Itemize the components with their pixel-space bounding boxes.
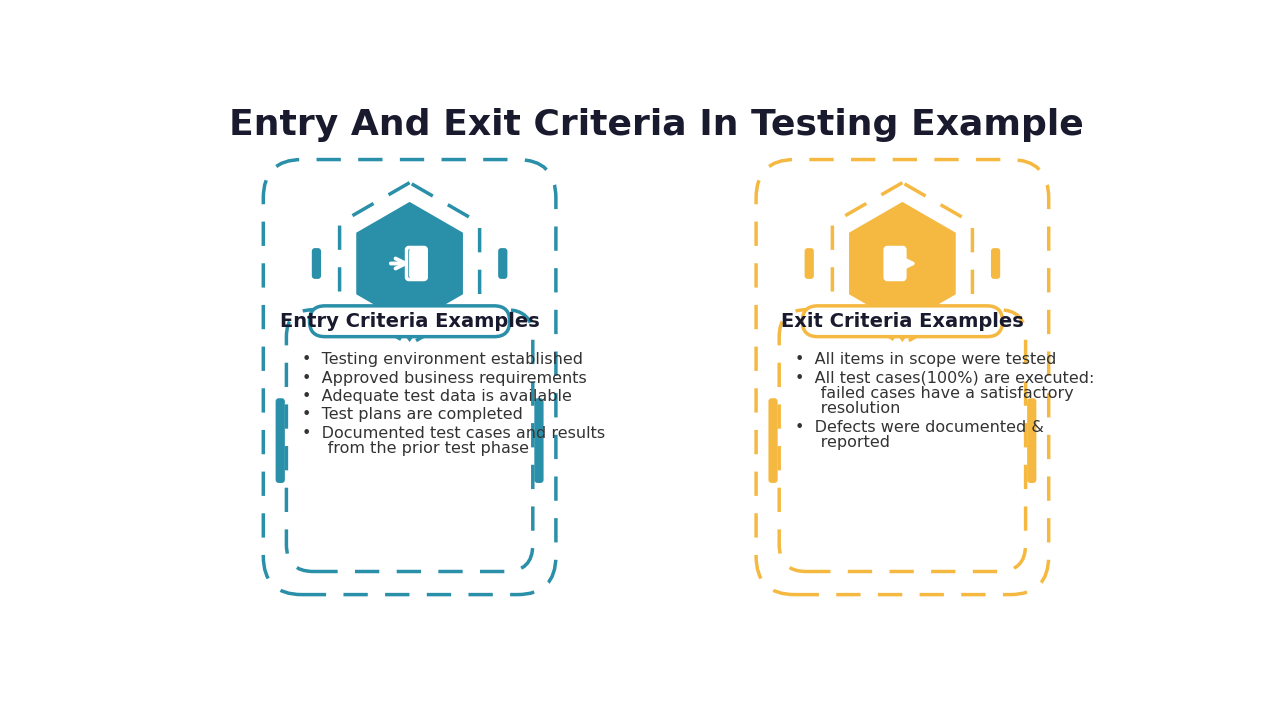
- Text: •  Test plans are completed: • Test plans are completed: [302, 408, 522, 423]
- FancyBboxPatch shape: [1027, 398, 1037, 483]
- FancyBboxPatch shape: [411, 249, 425, 278]
- Text: Entry And Exit Criteria In Testing Example: Entry And Exit Criteria In Testing Examp…: [229, 108, 1083, 142]
- Text: Entry Criteria Examples: Entry Criteria Examples: [280, 312, 539, 330]
- Text: •  Defects were documented &: • Defects were documented &: [795, 420, 1043, 435]
- Text: •  Approved business requirements: • Approved business requirements: [302, 371, 586, 385]
- Text: •  All test cases(100%) are executed:: • All test cases(100%) are executed:: [795, 371, 1094, 385]
- Text: resolution: resolution: [795, 401, 900, 416]
- FancyBboxPatch shape: [534, 398, 544, 483]
- Polygon shape: [356, 202, 463, 325]
- Text: •  All items in scope were tested: • All items in scope were tested: [795, 352, 1056, 367]
- FancyBboxPatch shape: [310, 306, 509, 337]
- Text: •  Documented test cases and results: • Documented test cases and results: [302, 426, 605, 441]
- Polygon shape: [849, 202, 956, 325]
- Polygon shape: [393, 319, 426, 342]
- Polygon shape: [886, 319, 919, 342]
- FancyBboxPatch shape: [991, 248, 1000, 279]
- Text: Exit Criteria Examples: Exit Criteria Examples: [781, 312, 1024, 330]
- FancyBboxPatch shape: [312, 248, 321, 279]
- FancyBboxPatch shape: [275, 398, 285, 483]
- Text: from the prior test phase: from the prior test phase: [302, 441, 529, 456]
- Text: •  Adequate test data is available: • Adequate test data is available: [302, 389, 572, 404]
- FancyBboxPatch shape: [886, 248, 905, 279]
- Text: •  Testing environment established: • Testing environment established: [302, 352, 582, 367]
- Text: failed cases have a satisfactory: failed cases have a satisfactory: [795, 386, 1074, 401]
- FancyBboxPatch shape: [805, 248, 814, 279]
- Text: reported: reported: [795, 435, 890, 450]
- FancyBboxPatch shape: [768, 398, 778, 483]
- FancyBboxPatch shape: [803, 306, 1002, 337]
- FancyBboxPatch shape: [498, 248, 507, 279]
